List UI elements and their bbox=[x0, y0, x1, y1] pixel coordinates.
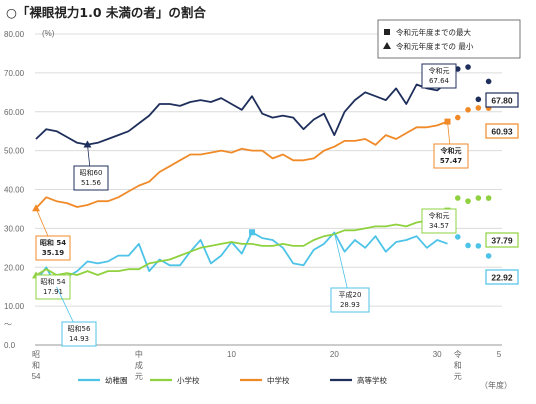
x-tick-label: 5 bbox=[497, 350, 502, 359]
chart-title: ○「裸眼視力1.0 未満の者」の割合 bbox=[6, 5, 206, 20]
forecast-point-小学校 bbox=[485, 195, 492, 201]
series-line-小学校 bbox=[35, 209, 448, 277]
annotation-box bbox=[35, 235, 71, 261]
annotation-label: 令和元 bbox=[429, 211, 450, 220]
y-tick-label: 10.00 bbox=[4, 302, 25, 311]
max-marker bbox=[249, 229, 256, 236]
x-tick-label: 元 bbox=[135, 372, 143, 381]
latest-value-label: 60.93 bbox=[491, 127, 513, 137]
x-tick-label: 令 bbox=[454, 349, 462, 359]
legend-label: 幼稚園 bbox=[105, 375, 128, 385]
y-tick-label: 50.00 bbox=[4, 147, 25, 156]
x-tick-label: 30 bbox=[433, 350, 442, 359]
x-unit-label: （年度） bbox=[480, 380, 512, 390]
x-tick-label: 和 bbox=[32, 361, 40, 370]
forecast-point-中学校 bbox=[475, 105, 482, 111]
legend-label: 中学校 bbox=[267, 375, 290, 385]
annotation-label: 令和元 bbox=[440, 146, 462, 155]
y-tick-label: 80.00 bbox=[4, 30, 25, 39]
annotation-value: 28.93 bbox=[340, 301, 360, 309]
latest-value-label: 37.79 bbox=[491, 236, 513, 246]
y-tick-label: 0.0 bbox=[4, 341, 16, 350]
series-line-高等学校 bbox=[35, 81, 449, 146]
forecast-point-中学校 bbox=[454, 114, 461, 121]
annotation-label: 昭和56 bbox=[68, 324, 91, 333]
annotation-value: 57.47 bbox=[440, 157, 462, 165]
y-tick-label: 20.00 bbox=[4, 263, 25, 272]
legend-label: 高等学校 bbox=[357, 375, 387, 385]
latest-value-box bbox=[485, 92, 519, 108]
annotation-value: 35.19 bbox=[42, 249, 64, 257]
latest-value-label: 22.92 bbox=[491, 273, 513, 283]
annotation-box bbox=[330, 287, 370, 313]
latest-value-label: 67.80 bbox=[491, 96, 513, 106]
forecast-point-小学校 bbox=[475, 195, 482, 201]
x-tick-label: 元 bbox=[454, 372, 462, 381]
forecast-point-幼稚園 bbox=[465, 242, 471, 249]
annotation-value: 67.64 bbox=[429, 77, 450, 85]
x-tick-label: 20 bbox=[330, 350, 339, 359]
annotation-box bbox=[73, 165, 109, 191]
axis-break-mark: 〜 bbox=[4, 320, 12, 329]
x-tick-label: 和 bbox=[454, 361, 462, 370]
annotation-label: 平成20 bbox=[339, 290, 362, 299]
annotation-box bbox=[61, 321, 97, 347]
series-line-幼稚園 bbox=[35, 231, 448, 288]
annotation-label: 昭和60 bbox=[80, 168, 103, 177]
annotation-label: 令和元 bbox=[429, 66, 450, 75]
forecast-point-幼稚園 bbox=[454, 234, 461, 240]
legend-label: 小学校 bbox=[177, 375, 200, 385]
annotation-value: 17.91 bbox=[43, 288, 63, 296]
min-marker bbox=[32, 204, 41, 212]
forecast-point-高等学校 bbox=[485, 78, 492, 85]
annotation-box bbox=[433, 143, 469, 169]
y-unit-label: (%) bbox=[42, 29, 55, 38]
min-marker bbox=[83, 140, 92, 148]
marker-legend-box bbox=[377, 19, 521, 59]
legend-square-icon bbox=[384, 29, 390, 35]
x-tick-label: 10 bbox=[227, 350, 236, 359]
y-tick-label: 30.00 bbox=[4, 224, 25, 233]
marker-legend-label: 令和元年度までの最大 bbox=[396, 27, 471, 37]
latest-value-box bbox=[485, 232, 519, 248]
y-tick-label: 60.00 bbox=[4, 108, 25, 117]
forecast-point-高等学校 bbox=[475, 96, 482, 103]
x-tick-label: 成 bbox=[135, 360, 143, 370]
x-tick-label: 昭 bbox=[32, 350, 40, 359]
annotation-label: 昭和 54 bbox=[40, 238, 66, 247]
annotation-value: 34.57 bbox=[429, 222, 449, 230]
y-tick-label: 40.00 bbox=[4, 186, 25, 195]
forecast-point-高等学校 bbox=[465, 64, 471, 70]
forecast-point-小学校 bbox=[465, 198, 471, 204]
legend-triangle-icon bbox=[383, 42, 391, 49]
y-tick-label: 70.00 bbox=[4, 69, 25, 78]
x-tick-label: 中 bbox=[135, 349, 143, 359]
forecast-point-小学校 bbox=[454, 195, 461, 201]
latest-value-box bbox=[485, 123, 519, 139]
annotation-value: 14.93 bbox=[69, 335, 89, 343]
latest-value-box bbox=[485, 269, 519, 285]
annotation-box bbox=[421, 208, 457, 234]
marker-legend-label: 令和元年度までの 最小 bbox=[396, 41, 474, 51]
annotation-box bbox=[35, 274, 71, 300]
annotation-box bbox=[421, 63, 457, 89]
forecast-point-幼稚園 bbox=[475, 243, 482, 249]
forecast-point-中学校 bbox=[465, 107, 471, 113]
x-tick-label: 54 bbox=[32, 372, 41, 381]
forecast-point-幼稚園 bbox=[485, 253, 492, 259]
annotation-label: 昭和 54 bbox=[40, 277, 66, 286]
series-line-中学校 bbox=[35, 120, 448, 209]
annotation-value: 51.56 bbox=[81, 179, 102, 187]
